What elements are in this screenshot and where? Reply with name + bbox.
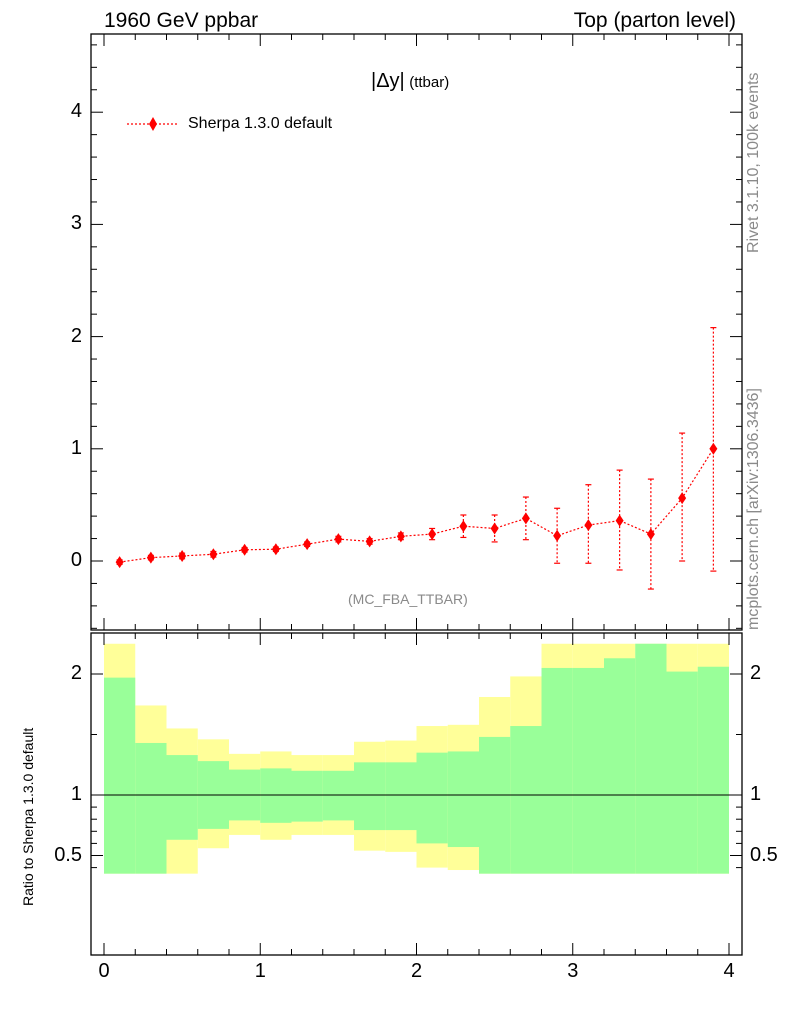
main-title-sub: (ttbar)	[409, 74, 450, 91]
inner-band-bin	[447, 751, 479, 848]
ratio-y-tick-label-right: 2	[750, 662, 762, 684]
header-right: Top (parton level)	[573, 9, 736, 32]
legend-marker	[149, 117, 157, 131]
data-point	[615, 514, 624, 527]
main-title-label: |Δy|	[371, 70, 405, 92]
data-point	[459, 520, 468, 533]
main-y-tick-label: 0	[70, 549, 82, 571]
data-point	[584, 519, 593, 532]
inner-band-bin	[354, 762, 386, 831]
ratio-x-tick-label: 1	[254, 960, 266, 982]
ratio-x-tick-label: 3	[567, 960, 579, 982]
main-y-tick-label: 1	[70, 436, 82, 459]
legend	[127, 117, 179, 131]
inner-band-bin	[322, 770, 354, 821]
inner-band-bin	[541, 667, 573, 874]
inner-band-bin	[260, 768, 292, 823]
data-point	[209, 548, 218, 561]
inner-band-bin	[604, 658, 636, 874]
legend-label: Sherpa 1.3.0 default	[188, 115, 333, 132]
data-point	[334, 533, 343, 546]
inner-band-bin	[291, 770, 323, 822]
data-point	[553, 529, 562, 542]
main-title: |Δy| (ttbar)	[371, 70, 449, 93]
main-series	[115, 327, 718, 590]
header-left: 1960 GeV ppbar	[104, 9, 259, 32]
ratio-y-tick-label-right: 1	[750, 783, 762, 805]
data-point	[428, 528, 437, 541]
main-y-tick-label: 2	[70, 324, 82, 347]
ratio-x-tick-label: 4	[723, 960, 735, 982]
ratio-bands	[104, 643, 729, 874]
inner-band-bin	[510, 726, 542, 874]
series-line	[119, 448, 714, 563]
data-point	[396, 530, 405, 543]
data-point	[271, 543, 280, 556]
rivet-info: Rivet 3.1.10, 100k events	[745, 72, 762, 253]
inner-band-bin	[104, 677, 136, 874]
main-y-tick-label: 3	[70, 212, 82, 235]
data-point	[115, 556, 124, 569]
data-point	[240, 543, 249, 556]
inner-band-bin	[572, 667, 604, 874]
data-point	[678, 492, 687, 505]
ratio-ylabel: Ratio to Sherpa 1.3.0 default	[20, 727, 36, 906]
axis-ticks	[91, 34, 742, 955]
analysis-tag: (MC_FBA_TTBAR)	[348, 591, 468, 607]
inner-band-bin	[666, 671, 698, 874]
inner-band-bin	[166, 755, 198, 840]
data-point	[521, 512, 530, 525]
inner-band-bin	[135, 742, 167, 874]
data-point	[146, 551, 155, 564]
inner-band-bin	[697, 666, 729, 874]
ratio-x-tick-label: 2	[410, 960, 423, 982]
ratio-y-tick-label-left: 1	[70, 783, 82, 805]
inner-band-bin	[416, 752, 448, 844]
data-point	[178, 549, 187, 562]
ratio-x-tick-label: 0	[98, 960, 110, 982]
main-y-tick-label: 4	[70, 100, 82, 123]
ratio-y-tick-label-left: 0.5	[54, 843, 82, 866]
inner-band-bin	[635, 643, 667, 874]
data-point	[646, 528, 655, 541]
ratio-y-tick-label-right: 0.5	[750, 843, 778, 866]
data-point	[365, 535, 374, 548]
inner-band-bin	[385, 762, 417, 831]
data-point	[303, 538, 312, 551]
inner-band-bin	[479, 736, 511, 874]
mcplots-info: mcplots.cern.ch [arXiv:1306.3436]	[745, 388, 762, 630]
data-point	[490, 522, 499, 535]
ratio-y-tick-label-left: 2	[70, 662, 82, 684]
data-point	[709, 442, 718, 455]
